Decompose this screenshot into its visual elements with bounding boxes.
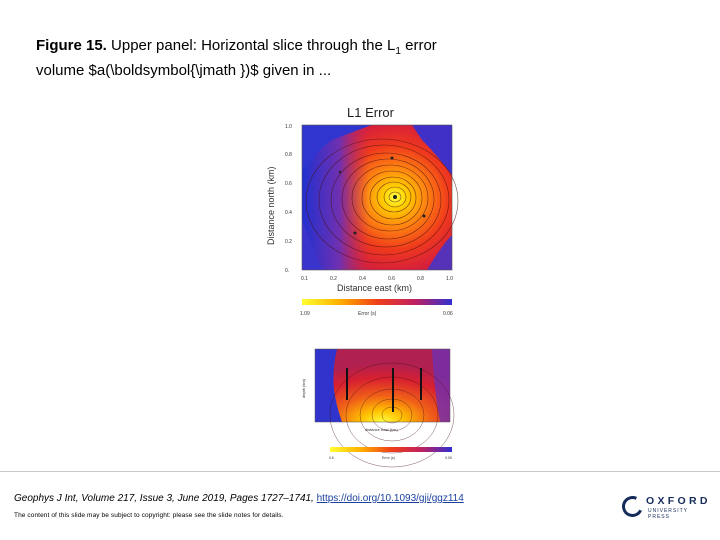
upper-colorbar bbox=[302, 299, 452, 305]
upper-colorbar-label: Error (s) bbox=[358, 311, 377, 317]
footer-divider bbox=[0, 471, 720, 472]
lower-colorbar-min: 0.6 bbox=[329, 456, 334, 460]
upper-y-label: Distance north (km) bbox=[266, 166, 276, 245]
figure-label: Figure 15. bbox=[36, 37, 107, 54]
lower-colorbar-max: 0.05 bbox=[445, 456, 452, 460]
upper-x-tick: 0.6 bbox=[388, 276, 395, 282]
lower-heatmap bbox=[314, 348, 455, 468]
caption-line2: volume $a(\boldsymbol{\jmath })$ given i… bbox=[36, 62, 332, 79]
logo-word: OXFORD bbox=[646, 495, 711, 507]
logo-sub: UNIVERSITY PRESS bbox=[648, 508, 688, 520]
lower-colorbar-label: Error (s) bbox=[382, 456, 395, 460]
upper-x-tick: 0.1 bbox=[301, 276, 308, 282]
citation: Geophys J Int, Volume 217, Issue 3, June… bbox=[14, 493, 464, 504]
upper-y-tick: 0.6 bbox=[285, 181, 292, 187]
oxford-logo: OXFORD UNIVERSITY PRESS bbox=[619, 493, 711, 520]
upper-x-tick: 1.0 bbox=[446, 276, 453, 282]
lower-x-label: distance east (km) bbox=[365, 427, 398, 432]
upper-y-tick: 0. bbox=[285, 268, 289, 274]
upper-colorbar-max: 0.06 bbox=[443, 311, 453, 317]
lower-colorbar bbox=[330, 447, 452, 452]
upper-x-tick: 0.2 bbox=[330, 276, 337, 282]
copyright-notice: The content of this slide may be subject… bbox=[14, 512, 284, 519]
oxford-ring-icon bbox=[619, 493, 646, 520]
lower-y-label: depth (km) bbox=[301, 378, 306, 398]
upper-panel-title: L1 Error bbox=[347, 105, 395, 120]
upper-y-tick: 0.2 bbox=[285, 239, 292, 245]
upper-y-tick: 0.8 bbox=[285, 152, 292, 158]
caption-subscript: 1 bbox=[395, 46, 401, 57]
upper-x-tick: 0.4 bbox=[359, 276, 366, 282]
caption-text-end: error bbox=[400, 37, 437, 54]
upper-y-tick: 0.4 bbox=[285, 210, 292, 216]
citation-text: Geophys J Int, Volume 217, Issue 3, June… bbox=[14, 493, 317, 504]
upper-x-tick: 0.8 bbox=[417, 276, 424, 282]
upper-x-label: Distance east (km) bbox=[337, 283, 412, 293]
upper-heatmap bbox=[301, 124, 459, 271]
figure-image: L1 Error 1.0 0. bbox=[266, 105, 459, 468]
upper-colorbar-min: 1.09 bbox=[300, 311, 310, 317]
doi-link[interactable]: https://doi.org/10.1093/gji/ggz114 bbox=[316, 493, 464, 504]
figure-caption: Figure 15. Upper panel: Horizontal slice… bbox=[36, 36, 596, 80]
caption-text: Upper panel: Horizontal slice through th… bbox=[106, 37, 396, 54]
upper-y-tick: 1.0 bbox=[285, 124, 292, 130]
